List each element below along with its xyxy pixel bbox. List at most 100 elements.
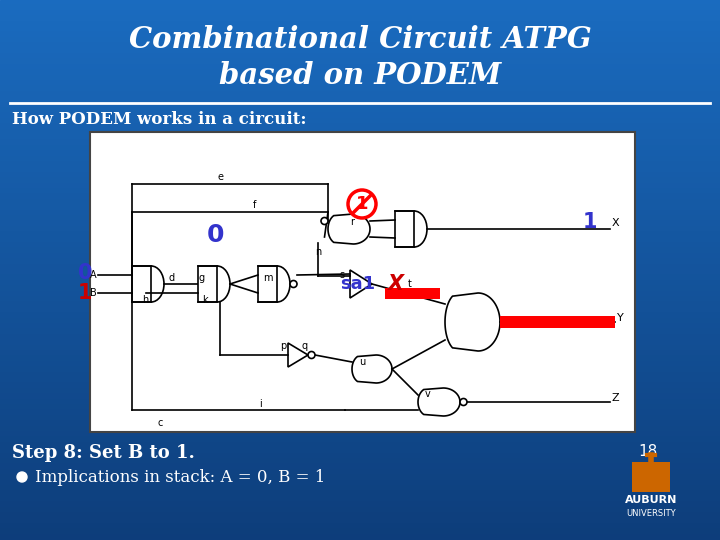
Text: d: d <box>169 273 175 283</box>
Bar <box>0 340 720 347</box>
Polygon shape <box>328 214 370 244</box>
Bar <box>0 178 720 185</box>
Bar <box>500 316 615 328</box>
Text: r: r <box>350 217 354 227</box>
Bar <box>0 259 720 266</box>
Bar <box>0 49 720 55</box>
Text: Step 8: Set B to 1.: Step 8: Set B to 1. <box>12 444 195 462</box>
Bar <box>0 275 720 282</box>
Bar <box>0 43 720 50</box>
Bar <box>0 200 720 206</box>
Bar <box>0 373 720 379</box>
Bar <box>0 92 720 98</box>
Bar <box>385 288 440 299</box>
Text: AUBURN: AUBURN <box>625 495 678 505</box>
Bar <box>0 302 720 309</box>
Text: u: u <box>359 357 365 367</box>
Bar <box>0 481 720 487</box>
Bar <box>0 270 720 276</box>
Bar <box>0 324 720 330</box>
Bar <box>258 266 277 302</box>
Bar <box>0 313 720 320</box>
Bar <box>0 394 720 401</box>
Bar <box>0 151 720 158</box>
Bar <box>0 486 720 492</box>
Bar <box>0 157 720 163</box>
Bar <box>0 16 720 23</box>
Bar <box>0 383 720 390</box>
Bar <box>0 162 720 168</box>
Bar <box>0 140 720 147</box>
Bar <box>0 378 720 384</box>
Bar <box>0 405 720 411</box>
Bar <box>0 470 720 476</box>
Bar <box>0 211 720 217</box>
Text: A: A <box>91 270 97 280</box>
Bar <box>0 5 720 12</box>
Bar <box>0 124 720 131</box>
Text: Y: Y <box>617 313 624 323</box>
Bar <box>0 356 720 363</box>
Text: 0: 0 <box>206 223 224 247</box>
Bar <box>0 205 720 212</box>
Bar <box>0 508 720 514</box>
Circle shape <box>308 352 315 359</box>
Circle shape <box>348 190 376 218</box>
Text: v: v <box>425 389 431 399</box>
Bar <box>0 535 720 540</box>
Bar <box>0 70 720 77</box>
Text: g: g <box>199 273 205 283</box>
Bar <box>0 135 720 141</box>
Text: c: c <box>157 418 163 428</box>
Bar <box>0 513 720 519</box>
Text: How PODEM works in a circuit:: How PODEM works in a circuit: <box>12 111 307 129</box>
Bar <box>0 27 720 33</box>
Bar <box>0 491 720 498</box>
Bar <box>0 286 720 293</box>
Bar <box>0 194 720 201</box>
Text: q: q <box>302 341 308 351</box>
Bar <box>0 292 720 298</box>
Text: i: i <box>258 399 261 409</box>
Bar <box>0 308 720 314</box>
Bar <box>0 265 720 271</box>
Bar <box>0 11 720 17</box>
Bar <box>0 38 720 44</box>
Bar <box>0 32 720 39</box>
Bar <box>0 119 720 125</box>
Bar <box>0 454 720 460</box>
Circle shape <box>460 399 467 406</box>
Bar <box>395 211 414 247</box>
Bar <box>0 248 720 255</box>
Text: 1: 1 <box>582 212 598 232</box>
Bar <box>0 243 720 249</box>
Bar <box>0 335 720 341</box>
Bar <box>0 351 720 357</box>
Bar <box>0 108 720 114</box>
Bar <box>0 427 720 433</box>
Bar <box>0 0 720 6</box>
Bar <box>0 362 720 368</box>
Text: based on PODEM: based on PODEM <box>219 60 501 90</box>
Bar <box>0 281 720 287</box>
FancyBboxPatch shape <box>632 462 670 492</box>
Text: Combinational Circuit ATPG: Combinational Circuit ATPG <box>129 25 591 55</box>
Text: h: h <box>142 295 148 305</box>
Bar <box>0 529 720 536</box>
Text: s: s <box>339 270 345 280</box>
FancyBboxPatch shape <box>90 132 635 432</box>
Bar <box>0 22 720 28</box>
Bar <box>0 86 720 93</box>
Text: f: f <box>253 200 257 210</box>
Bar <box>0 54 720 60</box>
Bar <box>0 443 720 449</box>
Text: 0: 0 <box>78 263 92 283</box>
Bar <box>0 437 720 444</box>
Bar <box>0 189 720 195</box>
Text: X: X <box>612 218 620 228</box>
Bar <box>0 130 720 136</box>
Text: t: t <box>408 279 412 289</box>
Circle shape <box>17 472 27 482</box>
Bar <box>0 502 720 509</box>
Bar <box>0 297 720 303</box>
